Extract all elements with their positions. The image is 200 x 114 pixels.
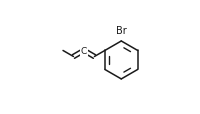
- Text: C: C: [81, 47, 87, 56]
- Text: Br: Br: [116, 25, 127, 35]
